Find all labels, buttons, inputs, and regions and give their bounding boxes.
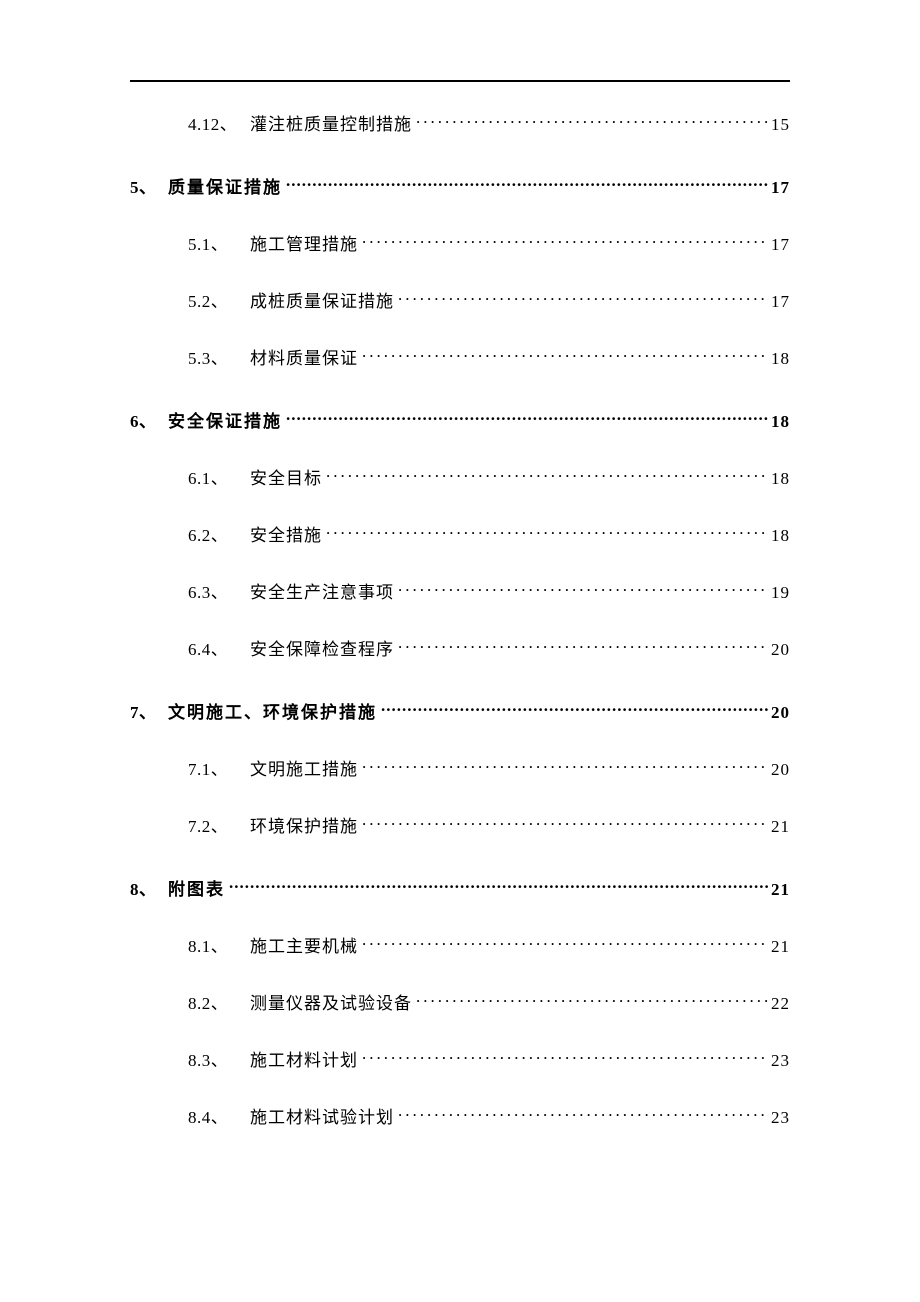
toc-entry: 6.4、安全保障检查程序............................… [188, 635, 790, 660]
toc-entry-title: 安全目标 [250, 464, 322, 489]
toc-entry-page: 23 [771, 1108, 790, 1128]
toc-entry-page: 15 [771, 115, 790, 135]
toc-entry-page: 21 [771, 880, 790, 900]
header-rule [130, 80, 790, 82]
toc-entry-page: 17 [771, 292, 790, 312]
toc-entry-number: 8.2、 [188, 989, 250, 1014]
toc-entry-number: 8.3、 [188, 1046, 250, 1071]
toc-entry: 8、附图表...................................… [130, 875, 790, 900]
toc-entry-page: 23 [771, 1051, 790, 1071]
toc-leader: ........................................… [398, 579, 769, 598]
toc-entry-title: 灌注桩质量控制措施 [250, 110, 412, 135]
toc-entry: 6.2、安全措施................................… [188, 521, 790, 546]
toc-entry-number: 8、 [130, 875, 168, 900]
toc-entry-title: 安全措施 [250, 521, 322, 546]
toc-entry-number: 5.3、 [188, 344, 250, 369]
toc-leader: ........................................… [381, 699, 769, 718]
toc-entry-page: 21 [771, 937, 790, 957]
toc-leader: ........................................… [398, 288, 769, 307]
toc-entry-page: 17 [771, 178, 790, 198]
toc-entry-page: 21 [771, 817, 790, 837]
toc-entry-title: 施工管理措施 [250, 230, 358, 255]
toc-entry: 5、质量保证措施................................… [130, 173, 790, 198]
toc-entry-number: 7.1、 [188, 755, 250, 780]
toc-entry: 6.1、安全目标................................… [188, 464, 790, 489]
toc-entry-number: 6.1、 [188, 464, 250, 489]
toc-leader: ........................................… [326, 465, 769, 484]
toc-entry: 5.2、成桩质量保证措施............................… [188, 287, 790, 312]
toc-entry: 4.12、灌注桩质量控制措施..........................… [188, 110, 790, 135]
toc-entry-number: 4.12、 [188, 110, 250, 135]
toc-entry-page: 22 [771, 994, 790, 1014]
toc-entry-page: 19 [771, 583, 790, 603]
toc-entry-number: 5.2、 [188, 287, 250, 312]
toc-entry-page: 18 [771, 469, 790, 489]
toc-entry-title: 安全保证措施 [168, 407, 282, 432]
toc-entry-title: 文明施工措施 [250, 755, 358, 780]
toc-entry-title: 安全生产注意事项 [250, 578, 394, 603]
toc-entry-title: 材料质量保证 [250, 344, 358, 369]
toc-entry-number: 6.4、 [188, 635, 250, 660]
toc-entry: 5.3、材料质量保证..............................… [188, 344, 790, 369]
toc-entry: 7、文明施工、环境保护措施...........................… [130, 698, 790, 723]
toc-entry-page: 18 [771, 412, 790, 432]
toc-entry: 7.2、环境保护措施..............................… [188, 812, 790, 837]
toc-entry-number: 6、 [130, 407, 168, 432]
toc-entry: 5.1、施工管理措施..............................… [188, 230, 790, 255]
toc-leader: ........................................… [398, 636, 769, 655]
toc-leader: ........................................… [416, 990, 769, 1009]
toc-entry-title: 成桩质量保证措施 [250, 287, 394, 312]
toc-entry-title: 文明施工、环境保护措施 [168, 698, 377, 723]
toc-leader: ........................................… [416, 111, 769, 130]
toc-leader: ........................................… [362, 933, 769, 952]
toc-entry-number: 5.1、 [188, 230, 250, 255]
document-page: 4.12、灌注桩质量控制措施..........................… [0, 0, 920, 1302]
toc-entry-number: 6.2、 [188, 521, 250, 546]
toc-entry-page: 18 [771, 349, 790, 369]
toc-entry-title: 施工材料试验计划 [250, 1103, 394, 1128]
toc-entry: 8.3、施工材料计划..............................… [188, 1046, 790, 1071]
toc-entry-title: 质量保证措施 [168, 173, 282, 198]
toc-leader: ........................................… [362, 1047, 769, 1066]
toc-entry-page: 20 [771, 703, 790, 723]
toc-entry: 7.1、文明施工措施..............................… [188, 755, 790, 780]
toc-entry-number: 7、 [130, 698, 168, 723]
toc-entry-number: 5、 [130, 173, 168, 198]
toc-entry: 6、安全保证措施................................… [130, 407, 790, 432]
toc-leader: ........................................… [398, 1104, 769, 1123]
toc-entry: 8.2、测量仪器及试验设备...........................… [188, 989, 790, 1014]
toc-entry-title: 安全保障检查程序 [250, 635, 394, 660]
toc-leader: ........................................… [326, 522, 769, 541]
toc-entry: 8.4、施工材料试验计划............................… [188, 1103, 790, 1128]
toc-leader: ........................................… [362, 231, 769, 250]
toc-entry-title: 环境保护措施 [250, 812, 358, 837]
toc-leader: ........................................… [286, 174, 769, 193]
toc-leader: ........................................… [362, 345, 769, 364]
toc-entry: 6.3、安全生产注意事项............................… [188, 578, 790, 603]
toc-leader: ........................................… [286, 408, 769, 427]
toc-leader: ........................................… [229, 876, 769, 895]
toc-leader: ........................................… [362, 756, 769, 775]
toc-entry-number: 6.3、 [188, 578, 250, 603]
toc-entry-number: 8.1、 [188, 932, 250, 957]
toc-entry-title: 施工主要机械 [250, 932, 358, 957]
toc-entry-title: 附图表 [168, 875, 225, 900]
toc-entry-page: 20 [771, 640, 790, 660]
toc-entry-title: 施工材料计划 [250, 1046, 358, 1071]
toc-entry-number: 7.2、 [188, 812, 250, 837]
toc-entry-page: 17 [771, 235, 790, 255]
toc-entry-page: 18 [771, 526, 790, 546]
toc-leader: ........................................… [362, 813, 769, 832]
toc-entry-number: 8.4、 [188, 1103, 250, 1128]
toc-entry: 8.1、施工主要机械..............................… [188, 932, 790, 957]
toc-entry-title: 测量仪器及试验设备 [250, 989, 412, 1014]
toc-entry-page: 20 [771, 760, 790, 780]
table-of-contents: 4.12、灌注桩质量控制措施..........................… [130, 110, 790, 1128]
